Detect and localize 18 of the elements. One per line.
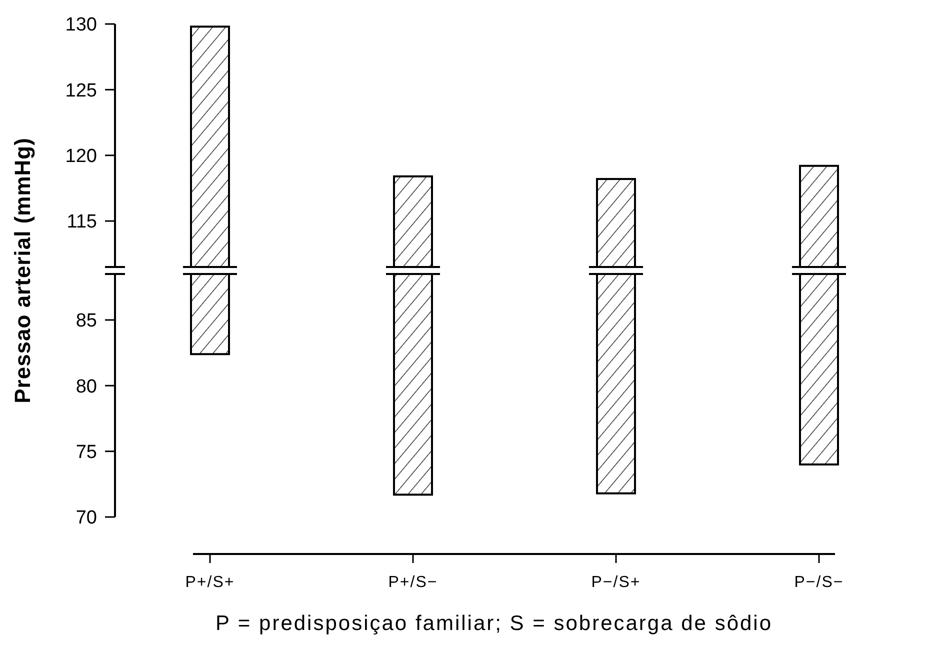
y-tick-label: 115	[66, 212, 97, 233]
bar	[799, 164, 839, 268]
x-axis-title: P = predisposiçao familiar; S = sobrecarga de sôdio	[215, 612, 773, 635]
y-tick-label: 75	[76, 442, 97, 463]
y-tick-label: 130	[65, 14, 97, 36]
y-axis-title: Pressao arterial (mmHg)	[10, 138, 35, 404]
x-tick-label: P−/S−	[794, 574, 844, 591]
bar	[393, 175, 433, 268]
x-tick-label: P−/S+	[591, 574, 641, 591]
bar	[596, 178, 636, 268]
bar	[190, 26, 230, 268]
y-tick-label: 70	[76, 508, 97, 529]
x-tick-label: P+/S−	[388, 574, 438, 591]
y-tick-label: 80	[76, 376, 97, 398]
x-tick-label: P+/S+	[185, 574, 235, 591]
y-tick-label: 120	[65, 146, 97, 167]
y-tick-label: 125	[65, 80, 97, 102]
y-tick-label: 85	[76, 310, 97, 332]
